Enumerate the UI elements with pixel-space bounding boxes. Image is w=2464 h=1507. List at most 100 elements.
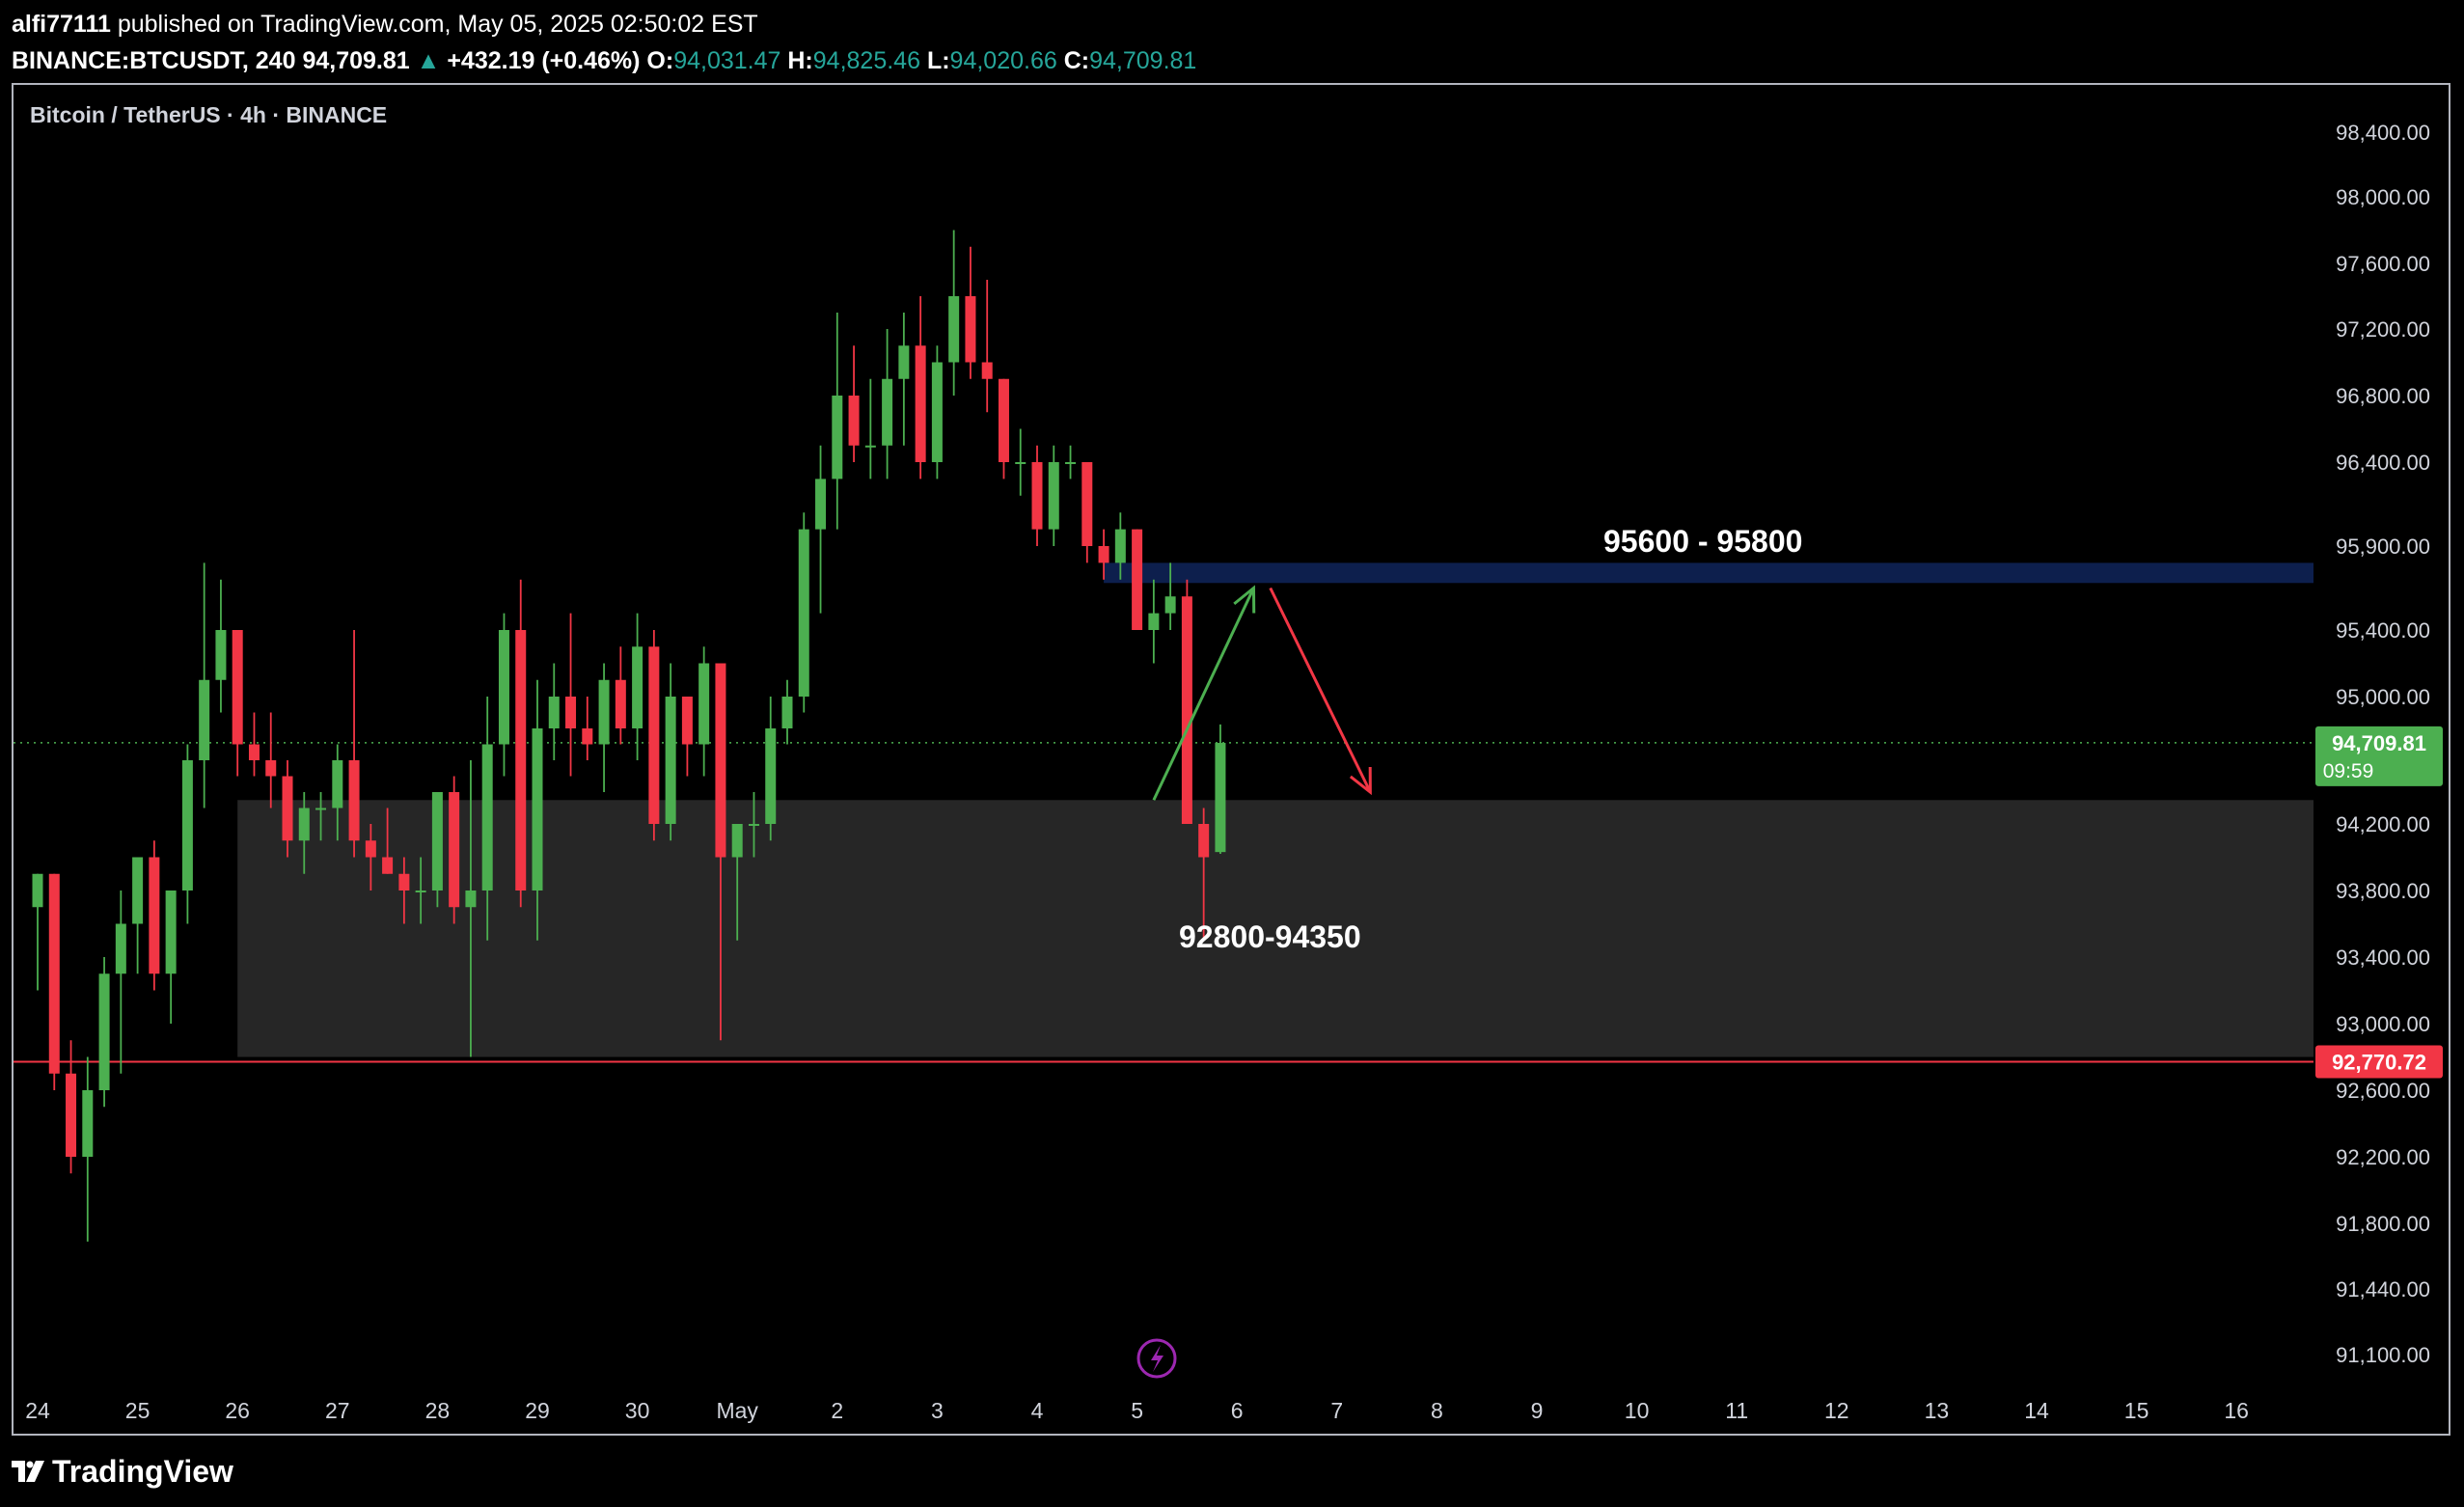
candle-body — [149, 857, 160, 974]
supply-zone — [1104, 562, 2313, 584]
candle-body — [1081, 462, 1093, 546]
candle-body — [864, 445, 876, 448]
candle-body — [232, 630, 243, 745]
candle — [998, 378, 1009, 480]
candle — [32, 873, 43, 991]
last-price-badge-countdown: 09:59 — [2323, 760, 2374, 782]
candle-body — [798, 529, 809, 697]
candle — [48, 873, 60, 1090]
author-name[interactable]: alfi77111 — [12, 11, 111, 38]
x-tick-label: 15 — [2124, 1398, 2149, 1423]
candle — [465, 760, 477, 1057]
candle — [66, 1040, 77, 1174]
candle-body — [282, 776, 293, 841]
candle — [1215, 724, 1226, 855]
lightning-icon[interactable] — [1136, 1338, 1177, 1379]
chart-frame[interactable]: 95600 - 95800 92800-94350 Bitcoin / Tethe… — [12, 83, 2450, 1436]
candle-body — [748, 824, 759, 826]
candle-body — [681, 697, 693, 745]
candle — [332, 744, 343, 841]
candle-body — [431, 792, 443, 890]
candle — [731, 824, 743, 941]
candle-body — [632, 646, 643, 728]
candle — [565, 613, 577, 777]
candle-body — [298, 808, 310, 841]
candle — [481, 697, 493, 941]
candle — [365, 824, 376, 890]
x-tick-label: May — [716, 1398, 758, 1423]
candle-body — [1114, 529, 1126, 563]
projection-up-arrow-line — [1152, 587, 1255, 801]
candle — [1015, 428, 1027, 496]
tradingview-brand: TradingView — [52, 1453, 233, 1489]
candle-body — [1164, 596, 1176, 614]
candle — [848, 345, 860, 462]
candle — [1164, 562, 1176, 630]
x-tick-label: 7 — [1330, 1398, 1343, 1423]
y-tick-label: 98,400.00 — [2336, 121, 2430, 145]
candle-body — [532, 728, 543, 890]
x-tick-label: 27 — [325, 1398, 350, 1423]
candle-body — [915, 345, 926, 462]
publish-info: published on TradingView.com, May 05, 20… — [117, 11, 758, 38]
candle-body — [181, 760, 193, 890]
candle — [765, 697, 777, 841]
candle — [1198, 808, 1210, 941]
candle-body — [582, 728, 593, 745]
candle — [882, 329, 893, 480]
candle — [715, 663, 726, 1041]
candle — [615, 646, 626, 745]
projection-down-arrow-line — [1269, 587, 1372, 793]
candle — [449, 776, 460, 924]
candle — [981, 280, 993, 413]
candle-body — [348, 760, 360, 841]
y-tick-label: 93,800.00 — [2336, 879, 2430, 903]
candle — [748, 792, 759, 858]
y-tick-label: 95,900.00 — [2336, 534, 2430, 559]
candle — [199, 562, 210, 808]
candle-body — [1048, 462, 1059, 530]
candle-body — [332, 760, 343, 808]
candle — [298, 792, 310, 874]
candle-body — [265, 760, 277, 777]
y-tick-label: 95,000.00 — [2336, 685, 2430, 709]
candle — [632, 613, 643, 760]
candle-body — [731, 824, 743, 858]
candle-body — [1015, 462, 1027, 464]
chart-header: alfi77111 published on TradingView.com, … — [12, 6, 2452, 79]
candle — [348, 630, 360, 858]
x-tick-label: 5 — [1131, 1398, 1143, 1423]
candle — [515, 579, 527, 908]
high-value: 94,825.46 — [812, 47, 920, 74]
candle-body — [1148, 613, 1160, 630]
x-tick-label: 13 — [1925, 1398, 1950, 1423]
x-tick-label: 9 — [1531, 1398, 1544, 1423]
candle — [498, 613, 509, 777]
tradingview-footer[interactable]: TradingView — [12, 1451, 233, 1492]
demand-zone-label: 92800-94350 — [1179, 919, 1361, 954]
projection-down-arrow — [1269, 587, 1372, 796]
candle-body — [398, 873, 410, 890]
demand-zone — [237, 800, 2314, 1057]
candle — [115, 890, 126, 1074]
lightning-icon-ring — [1136, 1338, 1177, 1379]
candle-body — [382, 857, 394, 874]
price-change: +432.19 (+0.46%) — [447, 47, 641, 74]
candle-body — [415, 890, 426, 892]
candle-body — [898, 345, 910, 379]
price-chart[interactable]: 95600 - 95800 92800-94350 Bitcoin / Tethe… — [14, 85, 2449, 1434]
candle-body — [165, 890, 177, 974]
candle — [548, 663, 560, 760]
y-tick-label: 96,400.00 — [2336, 451, 2430, 475]
candle — [398, 857, 410, 924]
last-price-badge-value: 94,709.81 — [2332, 731, 2426, 755]
candle — [431, 792, 443, 908]
open-value: 94,031.47 — [673, 47, 781, 74]
candle-body — [115, 923, 126, 974]
candle — [315, 792, 327, 841]
x-tick-label: 4 — [1031, 1398, 1044, 1423]
candle-body — [648, 646, 660, 824]
x-tick-label: 25 — [125, 1398, 151, 1423]
candle — [415, 857, 426, 924]
x-tick-label: 10 — [1625, 1398, 1650, 1423]
